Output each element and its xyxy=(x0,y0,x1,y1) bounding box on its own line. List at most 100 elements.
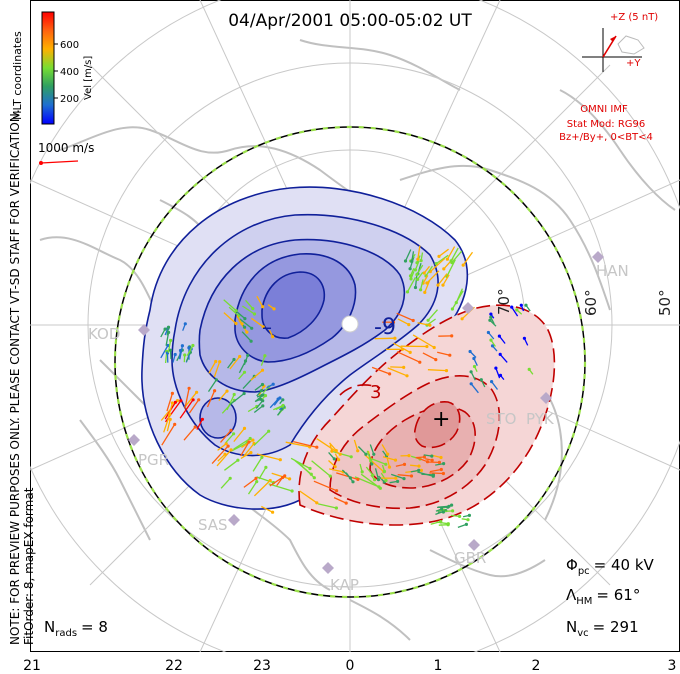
velocity-vector xyxy=(196,418,203,430)
velocity-vector xyxy=(499,353,508,363)
velocity-vector-origin xyxy=(250,326,254,330)
velocity-vector-origin xyxy=(200,417,204,421)
negative-potential-cell xyxy=(141,186,469,510)
velocity-vector-origin xyxy=(472,356,476,361)
velocity-vector-origin xyxy=(409,474,414,478)
velocity-vector-origin xyxy=(232,357,236,362)
velocity-vector xyxy=(381,444,389,455)
latitude-label-60: 60° xyxy=(582,289,600,316)
velocity-colorbar: 600 400 200 Vel [m/s] xyxy=(41,11,94,125)
velocity-vector xyxy=(230,442,248,452)
velocity-vector-origin xyxy=(332,457,336,461)
velocity-vector xyxy=(218,390,228,402)
velocity-vector xyxy=(188,399,200,414)
velocity-vector-origin xyxy=(417,468,421,472)
velocity-vector-origin xyxy=(376,478,381,482)
positive-extremum-marker: + xyxy=(432,407,450,432)
velocity-vectors xyxy=(160,245,534,529)
velocity-vector xyxy=(207,379,217,392)
velocity-vector-origin xyxy=(309,472,313,476)
velocity-vector-origin xyxy=(403,259,408,263)
velocity-vector xyxy=(427,309,438,321)
velocity-vector xyxy=(416,457,428,463)
velocity-vector-origin xyxy=(410,259,414,263)
velocity-vector-origin xyxy=(236,458,240,462)
velocity-vector-origin xyxy=(260,368,265,372)
velocity-vector-origin xyxy=(261,404,265,408)
velocity-vector-origin xyxy=(218,360,222,364)
velocity-vector xyxy=(336,472,359,481)
velocity-vector-origin xyxy=(191,343,195,348)
negative-extremum-marker: – xyxy=(262,315,272,339)
velocity-vector-origin xyxy=(434,358,438,362)
velocity-vector-origin xyxy=(396,479,400,483)
map-statistics: Φpc = 40 kV ΛHM = 61° Nvc = 291 Nrads = 8 xyxy=(44,556,655,639)
velocity-vector xyxy=(412,334,435,349)
velocity-vector xyxy=(419,279,424,290)
velocity-vector-origin xyxy=(436,283,440,287)
velocity-vector xyxy=(253,430,270,446)
velocity-vector xyxy=(240,452,252,459)
velocity-vector xyxy=(425,265,433,277)
velocity-vector-origin xyxy=(439,467,443,472)
velocity-vector-origin xyxy=(249,339,253,343)
velocity-vector-origin xyxy=(168,417,172,421)
velocity-vector xyxy=(261,505,273,513)
velocity-vector-origin xyxy=(419,259,423,263)
velocity-vector-origin xyxy=(469,382,473,386)
velocity-vector-origin xyxy=(464,522,468,527)
velocity-vector xyxy=(429,472,444,475)
mlt-axis: 21 22 23 0 1 2 3 xyxy=(23,658,676,674)
velocity-vector-origin xyxy=(242,391,246,396)
velocity-vector-origin xyxy=(232,392,236,397)
velocity-vector-origin xyxy=(315,445,319,449)
hm-latitude: ΛHM = 61° xyxy=(566,586,640,607)
velocity-vector-origin xyxy=(260,382,265,387)
velocity-vector xyxy=(429,257,446,273)
velocity-vector xyxy=(446,259,456,277)
velocity-vector-origin xyxy=(168,348,173,352)
velocity-vector-origin xyxy=(450,334,454,338)
velocity-vector-origin xyxy=(225,389,229,393)
velocity-vector xyxy=(271,472,290,480)
velocity-vector-origin xyxy=(417,464,421,468)
velocity-vector-origin xyxy=(373,478,377,482)
velocity-vector-origin xyxy=(428,323,432,327)
velocity-vector xyxy=(421,473,434,476)
velocity-vector-origin xyxy=(442,267,446,271)
velocity-vector-origin xyxy=(260,388,264,393)
velocity-vector-origin xyxy=(394,476,398,480)
velocity-vector-origin xyxy=(409,277,413,281)
velocity-vector-origin xyxy=(308,466,312,471)
velocity-vector-origin xyxy=(416,257,420,261)
velocity-vector-origin xyxy=(451,509,455,513)
velocity-vector xyxy=(333,497,347,504)
velocity-vector-origin xyxy=(439,455,443,460)
velocity-vector-origin xyxy=(334,449,338,453)
velocity-vector-origin xyxy=(391,320,396,324)
velocity-vector-origin xyxy=(334,506,338,510)
velocity-vector xyxy=(369,444,375,455)
velocity-vector xyxy=(252,457,263,472)
velocity-vector-origin xyxy=(402,477,406,481)
latitude-label-50: 50° xyxy=(656,289,674,316)
velocity-vector-origin xyxy=(271,382,275,386)
velocity-vector-origin xyxy=(330,449,334,453)
velocity-vector xyxy=(313,480,337,492)
velocity-vector-origin xyxy=(372,452,376,456)
velocity-vector xyxy=(269,475,286,487)
velocity-vector-origin xyxy=(283,474,287,478)
mlt-tick-1: 1 xyxy=(434,658,443,674)
velocity-vector xyxy=(290,457,311,470)
velocity-vector-origin xyxy=(371,473,375,477)
velocity-vector-origin xyxy=(441,283,445,287)
velocity-vector xyxy=(276,477,284,486)
velocity-vector-origin xyxy=(278,458,282,462)
latitude-label-70: 70° xyxy=(495,288,513,315)
velocity-vector xyxy=(365,466,374,476)
cross-polar-potential: Φpc = 40 kV xyxy=(566,556,655,577)
velocity-vector-origin xyxy=(430,454,434,458)
velocity-vector-origin xyxy=(431,473,435,477)
velocity-vector xyxy=(213,361,221,378)
